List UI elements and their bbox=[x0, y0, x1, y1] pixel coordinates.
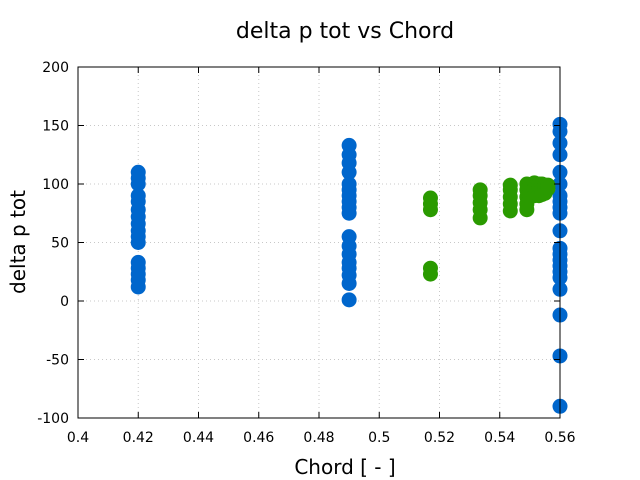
series-2 bbox=[422, 175, 556, 282]
data-point bbox=[341, 164, 357, 180]
x-tick-label: 0.46 bbox=[243, 430, 274, 446]
data-point bbox=[422, 202, 438, 218]
data-point bbox=[130, 235, 146, 250]
y-tick-label: -50 bbox=[46, 353, 69, 369]
x-tick-label: 0.56 bbox=[544, 430, 575, 446]
x-tick-label: 0.5 bbox=[368, 430, 390, 446]
y-tick-label: 200 bbox=[42, 60, 69, 76]
data-point bbox=[519, 202, 535, 218]
y-axis-label: delta p tot bbox=[6, 190, 30, 294]
y-tick-label: 150 bbox=[42, 119, 69, 135]
data-point bbox=[472, 210, 488, 226]
y-tick-label: 0 bbox=[60, 294, 69, 310]
data-point bbox=[502, 203, 518, 219]
x-axis-label: Chord [ - ] bbox=[294, 455, 395, 479]
data-point bbox=[422, 266, 438, 282]
data-point bbox=[341, 275, 357, 291]
data-point bbox=[341, 292, 357, 308]
chart-title: delta p tot vs Chord bbox=[236, 19, 454, 44]
x-tick-label: 0.52 bbox=[424, 430, 455, 446]
data-point bbox=[130, 176, 146, 192]
data-point bbox=[130, 279, 146, 295]
series-1 bbox=[130, 116, 568, 414]
data-points bbox=[130, 116, 568, 414]
x-tick-label: 0.44 bbox=[183, 430, 214, 446]
y-tick-label: 100 bbox=[42, 177, 69, 193]
y-tick-label: -100 bbox=[37, 411, 69, 427]
x-tick-label: 0.54 bbox=[484, 430, 515, 446]
x-tick-label: 0.42 bbox=[123, 430, 154, 446]
data-point bbox=[341, 205, 357, 221]
grid bbox=[78, 67, 560, 418]
x-tick-label: 0.48 bbox=[303, 430, 334, 446]
y-tick-label: 50 bbox=[51, 236, 69, 252]
data-point bbox=[540, 181, 556, 197]
x-tick-label: 0.4 bbox=[67, 430, 89, 446]
axis-ticks: 0.4 0.42 0.44 0.46 0.48 0.5 0.52 0.54 0.56 -100 -5… bbox=[37, 60, 575, 446]
